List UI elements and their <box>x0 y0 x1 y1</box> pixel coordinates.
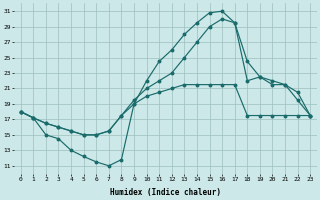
X-axis label: Humidex (Indice chaleur): Humidex (Indice chaleur) <box>110 188 221 197</box>
